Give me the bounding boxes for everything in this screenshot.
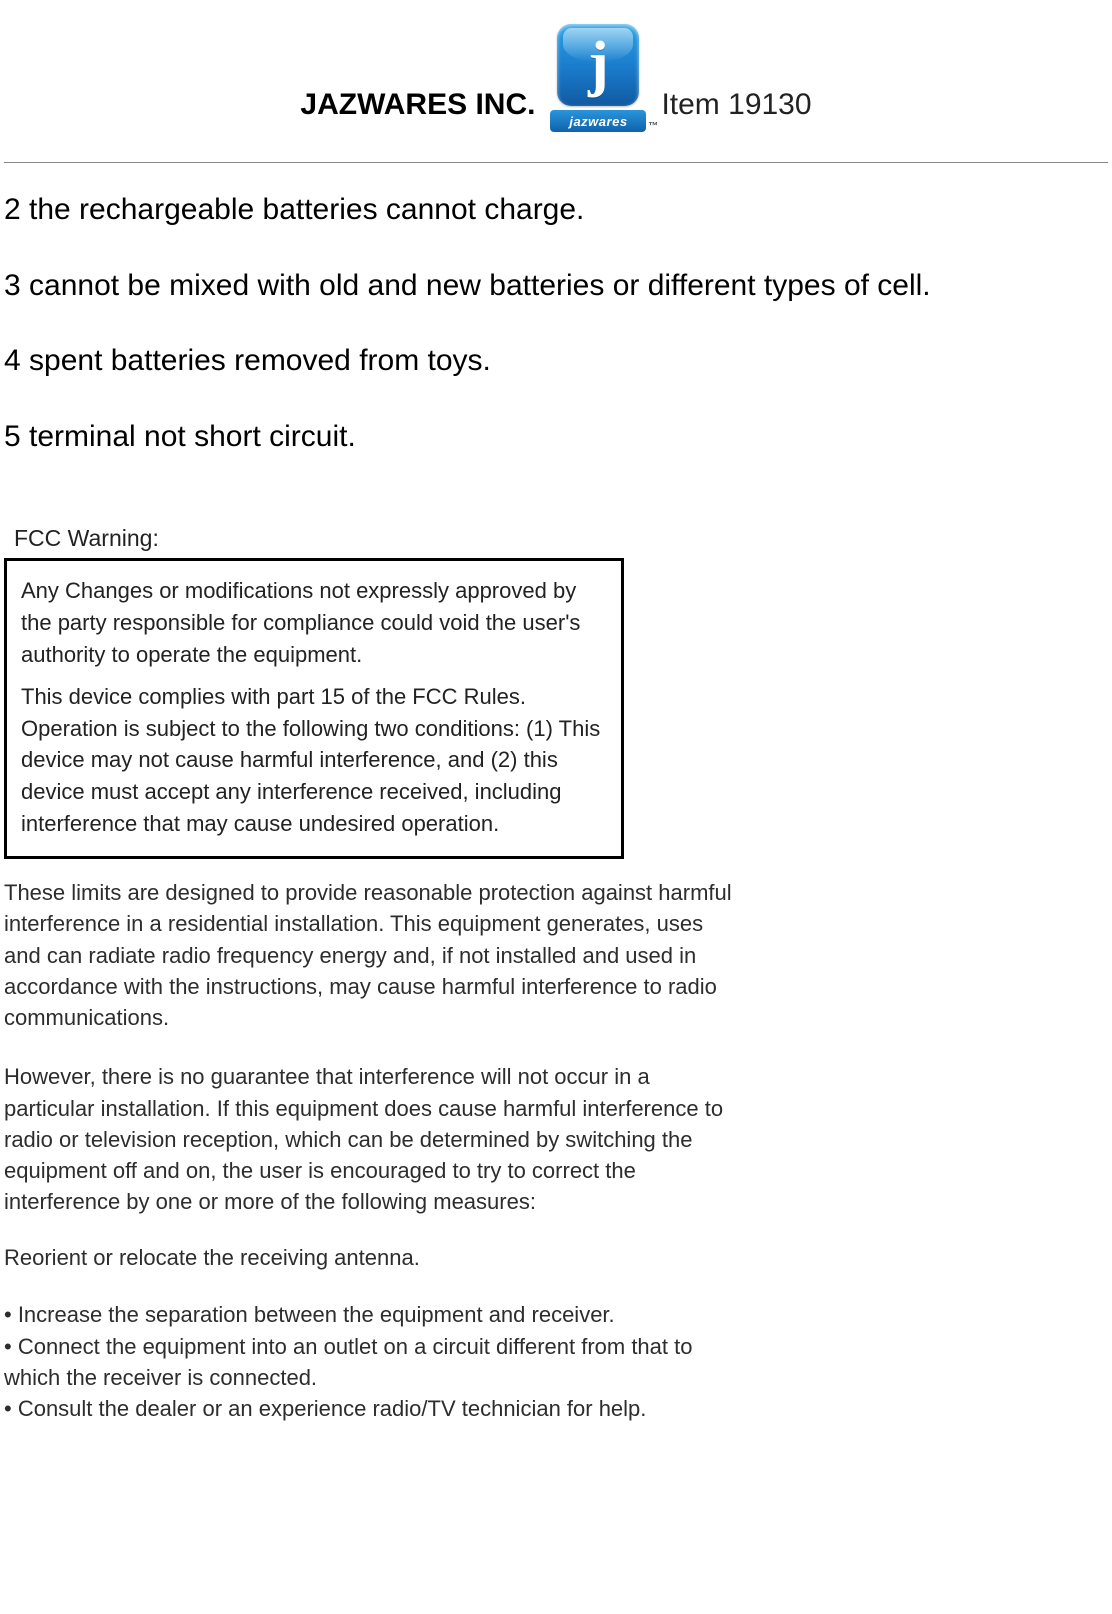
fcc-bullet-list: • Increase the separation between the eq…: [4, 1299, 744, 1424]
battery-note-5: 5 terminal not short circuit.: [4, 418, 1108, 456]
fcc-warning-title: FCC Warning:: [14, 525, 744, 552]
document-page: JAZWARES INC. j jazwares ™ Item 19130 2 …: [0, 0, 1112, 1464]
logo-band: jazwares ™: [550, 110, 646, 132]
fcc-reorient-line: Reorient or relocate the receiving anten…: [4, 1245, 744, 1271]
header-divider: [4, 162, 1108, 163]
trademark-symbol: ™: [648, 121, 659, 132]
fcc-warning-box: Any Changes or modifications not express…: [4, 558, 624, 859]
company-logo: j jazwares ™: [553, 2, 643, 132]
item-number: Item 19130: [661, 88, 811, 132]
battery-notes-section: 2 the rechargeable batteries cannot char…: [4, 191, 1108, 455]
document-header: JAZWARES INC. j jazwares ™ Item 19130: [4, 0, 1108, 162]
fcc-box-paragraph-2: This device complies with part 15 of the…: [21, 681, 607, 840]
logo-square-icon: j: [557, 24, 639, 106]
fcc-box-paragraph-1: Any Changes or modifications not express…: [21, 575, 607, 671]
fcc-bullet-1: • Increase the separation between the eq…: [4, 1299, 744, 1330]
fcc-bullet-2: • Connect the equipment into an outlet o…: [4, 1331, 744, 1393]
fcc-however-paragraph: However, there is no guarantee that inte…: [4, 1061, 744, 1217]
company-name: JAZWARES INC.: [300, 88, 535, 132]
logo-band-text: jazwares: [569, 114, 627, 129]
fcc-bullet-3: • Consult the dealer or an experience ra…: [4, 1393, 744, 1424]
battery-note-4: 4 spent batteries removed from toys.: [4, 342, 1108, 380]
fcc-limits-paragraph: These limits are designed to provide rea…: [4, 877, 744, 1033]
battery-note-3: 3 cannot be mixed with old and new batte…: [4, 267, 1108, 305]
fcc-warning-section: FCC Warning: Any Changes or modification…: [4, 525, 744, 1424]
logo-letter: j: [588, 33, 609, 95]
battery-note-2: 2 the rechargeable batteries cannot char…: [4, 191, 1108, 229]
